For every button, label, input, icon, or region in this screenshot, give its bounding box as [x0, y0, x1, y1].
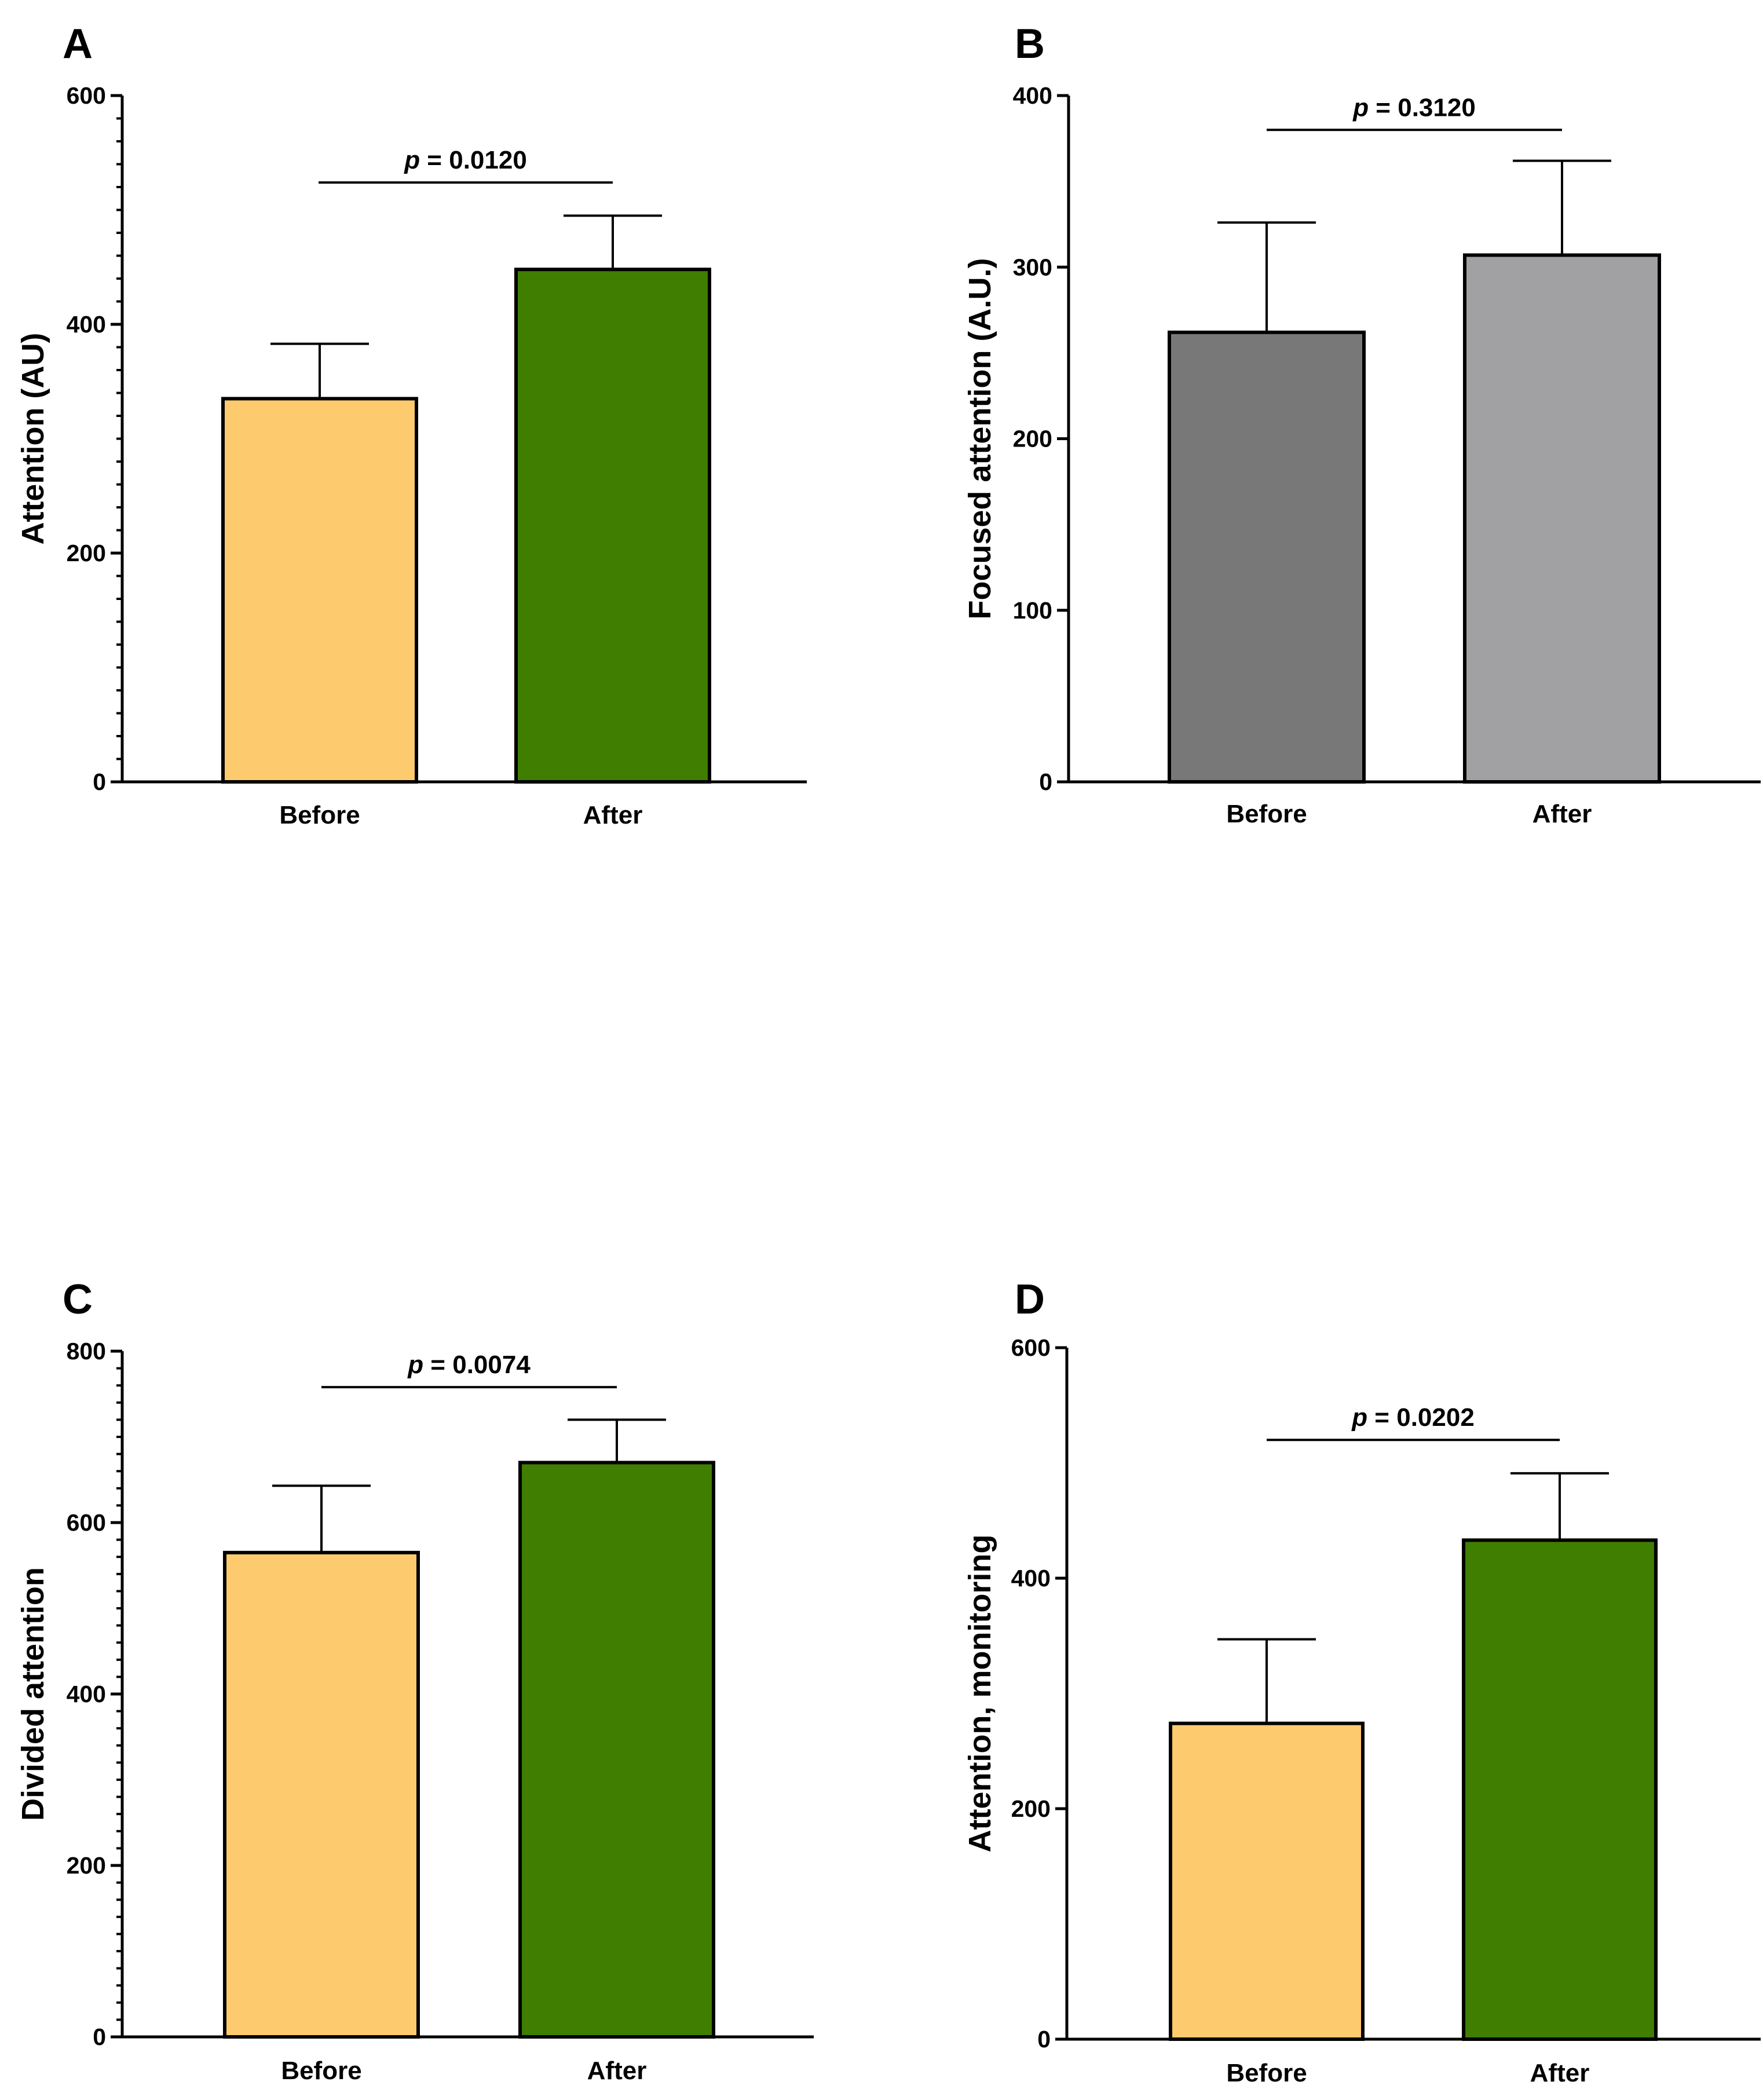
panel-b: B Focused attention (A.U.) 0 100 200 300 400 Be…: [963, 21, 1761, 828]
y-tick-label: 200: [67, 540, 106, 566]
y-axis-label: Divided attention: [16, 1567, 50, 1821]
y-tick-label: 200: [1013, 426, 1052, 452]
panel-letter: D: [1015, 1276, 1045, 1323]
y-tick-label: 400: [1013, 82, 1052, 109]
y-axis-label: Focused attention (A.U.): [963, 258, 997, 620]
y-tick-label: 200: [1011, 1795, 1051, 1822]
y-tick-label: 0: [93, 769, 106, 795]
y-tick-label: 0: [93, 2024, 106, 2050]
panel-d: D Attention, monitoring 0 200 400 600 Before Af…: [963, 1276, 1761, 2087]
x-tick-label-before: Before: [1226, 2059, 1307, 2087]
y-tick-label: 400: [1011, 1565, 1051, 1592]
x-tick-label-after: After: [1530, 2059, 1590, 2087]
bar-before: [1169, 1721, 1365, 2041]
x-tick-label-after: After: [583, 801, 643, 829]
panel-letter: A: [63, 21, 93, 67]
y-tick-label: 0: [1039, 769, 1052, 795]
bar-before: [223, 1550, 420, 2039]
x-tick-label-before: Before: [279, 801, 360, 829]
bar-before: [221, 397, 418, 784]
panel-c: C Divided attention 0 200 400 600 800 Before Aft…: [16, 1276, 814, 2085]
y-axis-label: Attention, monitoring: [963, 1535, 997, 1853]
y-tick-label: 400: [67, 311, 106, 338]
bar-after: [514, 268, 711, 784]
bar-after: [1463, 253, 1661, 784]
p-value-label: p = 0.0120: [404, 146, 527, 174]
x-tick-label-before: Before: [281, 2057, 361, 2085]
y-tick-label: 300: [1013, 254, 1052, 280]
bar-after: [518, 1461, 715, 2039]
panel-letter: B: [1015, 21, 1045, 67]
y-tick-label: 600: [67, 82, 106, 109]
bar-after: [1462, 1538, 1658, 2042]
panel-a: A Attention (AU) 0 200 400 600 Before After p = …: [16, 21, 807, 829]
p-value-label: p = 0.0074: [407, 1351, 531, 1379]
x-tick-label-after: After: [1532, 800, 1592, 828]
y-tick-label: 200: [67, 1852, 106, 1879]
y-tick-label: 800: [67, 1338, 106, 1364]
y-tick-label: 100: [1013, 597, 1052, 624]
y-tick-label: 600: [67, 1509, 106, 1536]
y-tick-label: 0: [1037, 2026, 1051, 2053]
p-value-label: p = 0.3120: [1352, 93, 1476, 122]
y-tick-label: 400: [67, 1681, 106, 1707]
x-tick-label-before: Before: [1226, 800, 1307, 828]
x-tick-label-after: After: [587, 2057, 647, 2085]
p-value-label: p = 0.0202: [1351, 1403, 1475, 1432]
panel-letter: C: [63, 1276, 93, 1323]
y-tick-label: 600: [1011, 1334, 1051, 1361]
y-axis-label: Attention (AU): [16, 333, 50, 545]
bar-before: [1168, 330, 1366, 784]
